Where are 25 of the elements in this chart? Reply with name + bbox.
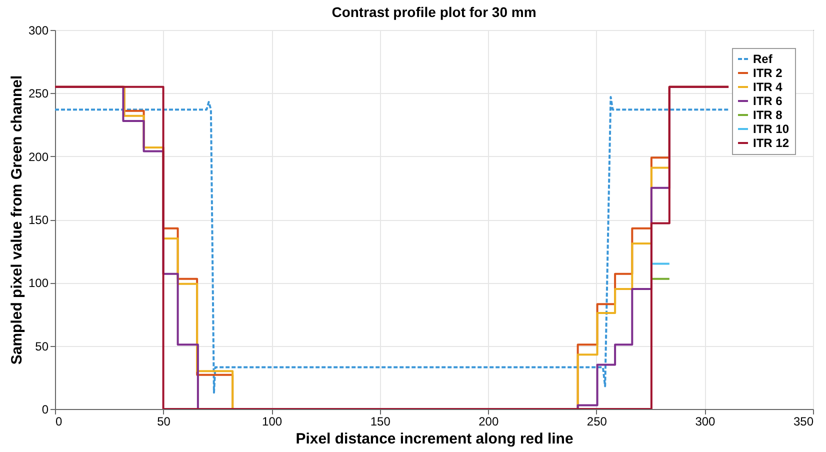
- legend-label: ITR 2: [753, 66, 783, 80]
- y-tick-label: 300: [28, 24, 49, 38]
- x-tick-label: 0: [56, 414, 62, 428]
- y-tick-label: 250: [28, 86, 49, 101]
- y-tick-label: 50: [35, 339, 49, 354]
- chart-title: Contrast profile plot for 30 mm: [332, 4, 536, 20]
- legend-label: ITR 8: [753, 108, 783, 122]
- y-tick-label: 100: [28, 276, 49, 290]
- x-tick-label: 300: [695, 414, 716, 428]
- legend-label: ITR 10: [753, 122, 790, 136]
- x-tick-label: 350: [793, 414, 814, 428]
- y-axis-title: Sampled pixel value from Green channel: [8, 75, 26, 365]
- x-tick-label: 200: [478, 414, 499, 428]
- y-tick-label: 200: [28, 150, 49, 164]
- legend-label: Ref: [753, 52, 774, 66]
- x-tick-label: 50: [157, 414, 171, 428]
- y-tick-label: 150: [28, 213, 49, 227]
- x-tick-label: 150: [370, 414, 391, 428]
- legend-label: ITR 12: [753, 136, 790, 150]
- x-tick-label: 250: [586, 414, 608, 428]
- y-tick-label: 0: [42, 402, 49, 416]
- legend-label: ITR 4: [753, 80, 783, 94]
- x-tick-label: 100: [262, 414, 282, 428]
- x-axis-title: Pixel distance increment along red line: [296, 430, 574, 448]
- legend-label: ITR 6: [753, 94, 783, 108]
